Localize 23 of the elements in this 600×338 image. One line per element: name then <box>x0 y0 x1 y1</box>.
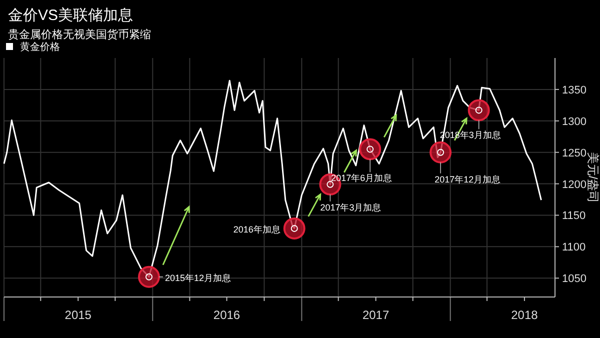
xtick: 2017 <box>362 308 390 322</box>
ytick: 1100 <box>562 242 586 254</box>
ytick: 1350 <box>562 84 586 96</box>
ytick: 1050 <box>562 273 586 286</box>
annotation: 2016年加息 <box>233 217 306 240</box>
ylabel: 美元/盎司 <box>586 152 600 204</box>
xtick: 2015 <box>64 308 92 322</box>
ytick: 1300 <box>562 116 586 128</box>
legend-label: 黄金价格 <box>20 41 60 53</box>
annotation: 2015年12月加息 <box>138 266 232 288</box>
annotation: 2016年加息 <box>233 224 280 234</box>
ytick: 1250 <box>562 147 586 160</box>
annotation: 2017年12月加息 <box>434 174 501 184</box>
annotation: 2017年12月加息 <box>430 141 501 184</box>
annotation: 2015年12月加息 <box>164 272 232 283</box>
xtick: 2016 <box>213 308 240 322</box>
legend-item: 黄金价格 <box>6 42 60 53</box>
ytick: 1150 <box>562 210 586 222</box>
annotation: 2017年3月加息 <box>320 202 382 212</box>
ytick: 1200 <box>562 178 586 191</box>
subtitle: 贵金属价格无视美国货币紧缩 <box>8 29 151 41</box>
title: 金价VS美联储加息 <box>8 7 134 24</box>
xtick: 2018 <box>511 308 538 322</box>
